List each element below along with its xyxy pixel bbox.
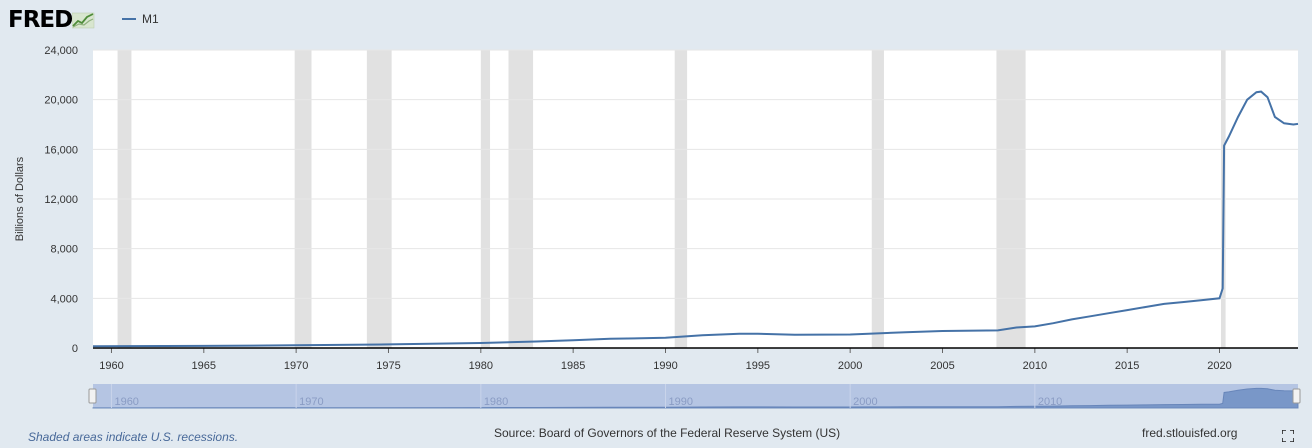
y-tick-label: 0 [72,343,78,355]
x-tick-label: 1980 [469,360,493,372]
x-tick-label: 1990 [653,360,677,372]
x-tick-label: 2005 [930,360,954,372]
series-line-m1 [92,90,1299,348]
navigator-label: 1990 [668,396,692,408]
fred-logo[interactable]: FRED [8,6,96,34]
x-tick-label: 1975 [376,360,400,372]
site-link[interactable]: fred.stlouisfed.org [1142,426,1238,440]
navigator[interactable]: 1960 1970 1980 1990 2000 2010 [88,384,1301,409]
navigator-label: 2000 [853,396,877,408]
x-tick-label: 1985 [561,360,585,372]
navigator-handle-right[interactable] [1292,388,1301,404]
recession-note: Shaded areas indicate U.S. recessions. [28,430,239,444]
navigator-track[interactable] [93,384,1298,408]
legend[interactable]: M1 [122,12,159,26]
y-tick-label: 24,000 [44,45,78,57]
legend-label-m1: M1 [142,12,159,26]
y-tick-label: 12,000 [44,194,78,206]
navigator-label: 1970 [299,396,323,408]
x-tick-label: 1965 [192,360,216,372]
y-tick-label: 20,000 [44,95,78,107]
grid-lines [93,49,1298,299]
navigator-series-area [92,387,1299,409]
x-tick-label: 2015 [1115,360,1139,372]
fullscreen-icon[interactable] [1282,430,1294,442]
navigator-handle-left[interactable] [88,388,97,404]
x-axis-ticks: 1960 1965 1970 1975 1980 1985 1990 1995 2000 2005… [99,348,1232,372]
navigator-label: 2010 [1038,396,1062,408]
x-tick-label: 1960 [99,360,123,372]
source-text: Source: Board of Governors of the Federa… [494,426,841,440]
x-tick-label: 2000 [838,360,862,372]
logo-text: FRED [8,7,73,33]
y-axis-title: Billions of Dollars [14,156,26,241]
navigator-label: 1960 [114,396,138,408]
y-tick-label: 16,000 [44,144,78,156]
navigator-labels: 1960 1970 1980 1990 2000 2010 [110,384,1062,408]
x-tick-label: 1995 [746,360,770,372]
legend-swatch-m1 [122,18,136,20]
y-axis-ticks: 0 4,000 8,000 12,000 16,000 20,000 24,000 [44,45,78,355]
x-tick-label: 2020 [1207,360,1231,372]
navigator-label: 1980 [484,396,508,408]
fred-graph-icon [72,12,95,29]
y-tick-label: 8,000 [50,244,78,256]
x-tick-label: 2010 [1023,360,1047,372]
y-tick-label: 4,000 [50,293,78,305]
x-tick-label: 1970 [284,360,308,372]
